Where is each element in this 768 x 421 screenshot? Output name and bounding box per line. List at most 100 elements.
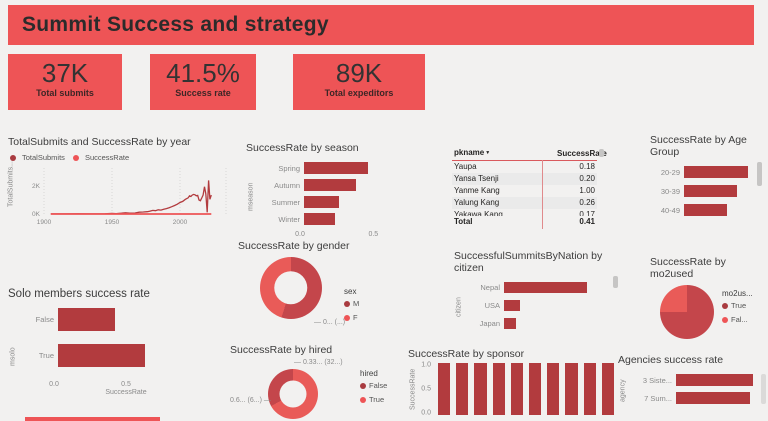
kpi-card-total-submits[interactable]: 37K Total submits — [8, 54, 122, 110]
column-header-pkname[interactable]: pkname▼ — [454, 148, 491, 158]
bar-sponsor-9[interactable] — [601, 363, 615, 415]
kpi-card-total-expeditors[interactable]: 89K Total expeditors — [293, 54, 425, 110]
data-label: — 0.33... (32...) — [294, 359, 343, 366]
legend-label: True — [731, 301, 747, 310]
donut-chart[interactable] — [260, 257, 322, 319]
y-axis: 1.0 0.5 0.0 — [418, 362, 434, 417]
bar-false[interactable] — [58, 308, 116, 331]
bar-summer[interactable] — [304, 196, 340, 208]
bar-40-49[interactable] — [684, 204, 728, 216]
scrollbar[interactable] — [613, 276, 618, 338]
total-label: Total — [454, 217, 473, 226]
bar-true[interactable] — [58, 344, 145, 367]
scrollbar-thumb[interactable] — [757, 162, 762, 186]
bar-sponsor-8[interactable] — [583, 363, 596, 415]
bar-track — [504, 300, 610, 311]
donut-chart-gender: sex M F — 0... (...) — [238, 255, 414, 339]
bar-usa[interactable] — [504, 300, 520, 311]
table-row[interactable]: Yansa Tsenji 0.20 — [452, 173, 597, 185]
bar-sponsor-5[interactable] — [529, 363, 542, 415]
y-axis-title: citizen — [455, 297, 463, 317]
bar-chart-season: mseason Spring Autumn Summer Winter 0.0 0.5 — [246, 157, 410, 239]
x-tick-label: 0.0 — [295, 231, 305, 238]
table-row[interactable]: Yakawa Kang 0.17 — [452, 209, 597, 216]
bar-autumn[interactable] — [304, 179, 357, 191]
bar-track — [304, 179, 410, 191]
bar-sponsor-2[interactable] — [474, 363, 487, 415]
bar-nepal[interactable] — [504, 282, 587, 293]
series-TotalSubmits[interactable] — [50, 180, 212, 215]
table-row[interactable]: Yaupa 0.18 — [452, 161, 597, 173]
legend-item[interactable]: M — [344, 299, 359, 308]
scrollbar[interactable] — [761, 374, 766, 418]
kpi-label: Success rate — [175, 88, 231, 98]
y-axis-title: SuccessRate — [409, 368, 417, 410]
bar-sponsor-6[interactable] — [547, 363, 560, 415]
bar-row: Spring — [256, 162, 410, 174]
legend-label: Fal... — [731, 315, 748, 324]
scrollbar-thumb[interactable] — [613, 276, 618, 288]
y-axis-title: msolo — [9, 347, 17, 367]
bar-track — [304, 196, 410, 208]
bar-row: Japan — [464, 318, 610, 329]
y-tick-label: 0.5 — [421, 385, 431, 393]
line-chart: TotalSubmits SuccessRate 2K 0K 1900 1950 2000 T… — [8, 151, 236, 235]
bar-sponsor-0[interactable] — [438, 363, 451, 415]
legend-label: M — [353, 299, 360, 308]
table-body: Yaupa 0.18 Yansa Tsenji 0.20 Yanme Kang 1.00 Y… — [452, 161, 597, 216]
cell-successrate: 0.26 — [579, 198, 595, 207]
bar-3-siste-[interactable] — [676, 374, 753, 386]
donut-chart[interactable] — [268, 369, 318, 419]
legend-item[interactable]: False — [360, 381, 387, 390]
bar-chart-agencies: agency 3 Siste... 7 Sum... — [618, 369, 758, 413]
legend-item[interactable]: True — [360, 395, 387, 404]
legend-item[interactable]: SuccessRate — [72, 153, 129, 162]
table-row[interactable]: Yanme Kang 1.00 — [452, 185, 597, 197]
donut-hole — [274, 271, 308, 305]
bar-7-sum-[interactable] — [676, 392, 751, 404]
sort-descending-icon[interactable]: ▼ — [485, 150, 491, 157]
category-label: 30-39 — [660, 186, 680, 196]
bar-sponsor-4[interactable] — [510, 363, 524, 415]
table: pkname▼ SuccessRate Yaupa 0.18 Yansa Tsenji 0… — [452, 147, 607, 237]
scrollbar[interactable] — [599, 149, 604, 233]
column-header-successrate[interactable]: SuccessRate — [557, 148, 607, 158]
plot-area: False True 0.0 0.5 SuccessRate — [18, 303, 198, 411]
bar-sponsor-1[interactable] — [456, 363, 469, 415]
category-label: True — [38, 351, 54, 360]
legend-dot-icon — [722, 316, 728, 323]
cell-pkname: Yakawa Kang — [454, 210, 503, 216]
cell-successrate: 1.00 — [579, 186, 595, 195]
x-axis: 0.0 0.5 — [295, 230, 410, 239]
pie-chart[interactable] — [660, 285, 714, 339]
legend-item[interactable]: True — [722, 301, 753, 310]
table-row[interactable]: Yalung Kang 0.26 — [452, 197, 597, 209]
visual-title: Solo members success rate — [8, 288, 150, 300]
bar-japan[interactable] — [504, 318, 517, 329]
legend-item[interactable]: TotalSubmits — [10, 153, 65, 162]
bar-winter[interactable] — [304, 213, 336, 225]
kpi-value: 89K — [335, 58, 383, 88]
bar-track — [304, 213, 410, 225]
scrollbar-thumb[interactable] — [599, 149, 604, 157]
kpi-card-success-rate[interactable]: 41.5% Success rate — [150, 54, 256, 110]
cell-pkname: Yanme Kang — [454, 186, 500, 195]
bar-track — [504, 318, 610, 329]
legend-item[interactable]: F — [344, 313, 359, 322]
scrollbar[interactable] — [757, 162, 762, 234]
bar-spring[interactable] — [304, 162, 368, 174]
table-header-row: pkname▼ SuccessRate — [452, 147, 607, 161]
visual-title: TotalSubmits and SuccessRate by year — [8, 136, 191, 148]
bar-sponsor-3[interactable] — [492, 363, 505, 415]
bar-30-39[interactable] — [684, 185, 738, 197]
kpi-value: 37K — [41, 58, 89, 88]
pie-chart-mo2used: mo2us... True Fal... — [650, 283, 766, 349]
bar-track — [684, 204, 754, 216]
legend-item[interactable]: Fal... — [722, 315, 753, 324]
donut-hole — [279, 380, 307, 408]
bar-sponsor-7[interactable] — [565, 363, 578, 415]
scrollbar-thumb[interactable] — [761, 374, 766, 404]
x-tick-label: 0.0 — [49, 381, 59, 388]
bar-20-29[interactable] — [684, 166, 749, 178]
